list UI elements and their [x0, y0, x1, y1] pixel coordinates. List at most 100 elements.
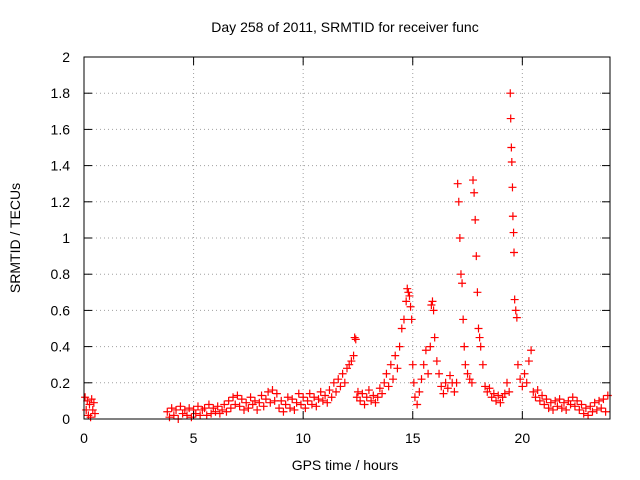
data-point	[575, 405, 584, 414]
data-point	[336, 382, 345, 391]
data-point	[338, 369, 347, 378]
data-point	[350, 333, 359, 342]
data-point	[307, 400, 316, 409]
data-point	[439, 389, 448, 398]
data-point	[275, 404, 284, 413]
data-point	[595, 396, 604, 405]
data-point	[415, 387, 424, 396]
data-point	[409, 378, 418, 387]
data-point	[351, 335, 360, 344]
data-points	[81, 89, 612, 423]
data-point	[507, 157, 516, 166]
data-point	[250, 396, 259, 405]
data-point	[283, 393, 292, 402]
data-point	[89, 398, 98, 407]
data-point	[601, 407, 610, 416]
x-tick-label: 10	[295, 430, 311, 446]
data-point	[473, 288, 482, 297]
data-point	[531, 393, 540, 402]
data-point	[386, 360, 395, 369]
data-point	[235, 402, 244, 411]
grid	[84, 57, 610, 419]
data-point	[264, 387, 273, 396]
data-point	[334, 375, 343, 384]
data-point	[524, 357, 533, 366]
data-point	[327, 393, 336, 402]
data-point	[389, 375, 398, 384]
data-point	[305, 389, 314, 398]
chart-title: Day 258 of 2011, SRMTID for receiver fun…	[211, 19, 478, 35]
data-point	[222, 407, 231, 416]
data-point	[430, 333, 439, 342]
data-point	[432, 357, 441, 366]
data-point	[272, 389, 281, 398]
data-point	[253, 405, 262, 414]
data-point	[86, 413, 95, 422]
y-tick-label: 0.4	[51, 339, 71, 355]
data-point	[472, 252, 481, 261]
data-point	[559, 398, 568, 407]
data-point	[233, 391, 242, 400]
data-point	[535, 396, 544, 405]
data-point	[522, 378, 531, 387]
data-point	[281, 400, 290, 409]
data-point	[176, 402, 185, 411]
data-point	[428, 297, 437, 306]
data-point	[421, 346, 430, 355]
data-point	[513, 360, 522, 369]
data-point	[506, 114, 515, 123]
data-point	[172, 405, 181, 414]
data-point	[579, 409, 588, 418]
data-point	[485, 384, 494, 393]
data-point	[239, 405, 248, 414]
data-point	[450, 387, 459, 396]
data-point	[237, 395, 246, 404]
data-point	[508, 212, 517, 221]
data-point	[294, 389, 303, 398]
data-point	[405, 291, 414, 300]
data-point	[261, 395, 270, 404]
data-point	[303, 396, 312, 405]
data-point	[362, 393, 371, 402]
data-point	[426, 342, 435, 351]
data-point	[469, 176, 478, 185]
data-point	[316, 387, 325, 396]
data-point	[424, 369, 433, 378]
data-point	[408, 360, 417, 369]
data-point	[505, 387, 514, 396]
data-point	[427, 300, 436, 309]
data-point	[169, 411, 178, 420]
data-point	[340, 378, 349, 387]
data-point	[290, 405, 299, 414]
data-point	[268, 386, 277, 395]
data-point	[494, 391, 503, 400]
y-tick-label: 1	[62, 230, 70, 246]
data-point	[193, 402, 202, 411]
data-point	[318, 396, 327, 405]
data-point	[476, 342, 485, 351]
data-point	[325, 386, 334, 395]
data-point	[395, 342, 404, 351]
data-point	[310, 393, 319, 402]
data-point	[211, 407, 220, 416]
data-point	[435, 369, 444, 378]
data-point	[555, 395, 564, 404]
data-point	[500, 389, 509, 398]
data-point	[461, 360, 470, 369]
data-point	[570, 402, 579, 411]
data-point	[321, 391, 330, 400]
data-point	[391, 351, 400, 360]
y-tick-label: 0.6	[51, 302, 71, 318]
data-point	[259, 402, 268, 411]
x-tick-label: 20	[515, 430, 531, 446]
data-point	[437, 382, 446, 391]
data-point	[456, 270, 465, 279]
data-point	[404, 288, 413, 297]
data-point	[393, 364, 402, 373]
data-point	[183, 411, 192, 420]
y-tick-label: 1.8	[51, 85, 71, 101]
data-point	[510, 248, 519, 257]
x-axis-label: GPS time / hours	[292, 457, 399, 473]
data-point	[226, 404, 235, 413]
